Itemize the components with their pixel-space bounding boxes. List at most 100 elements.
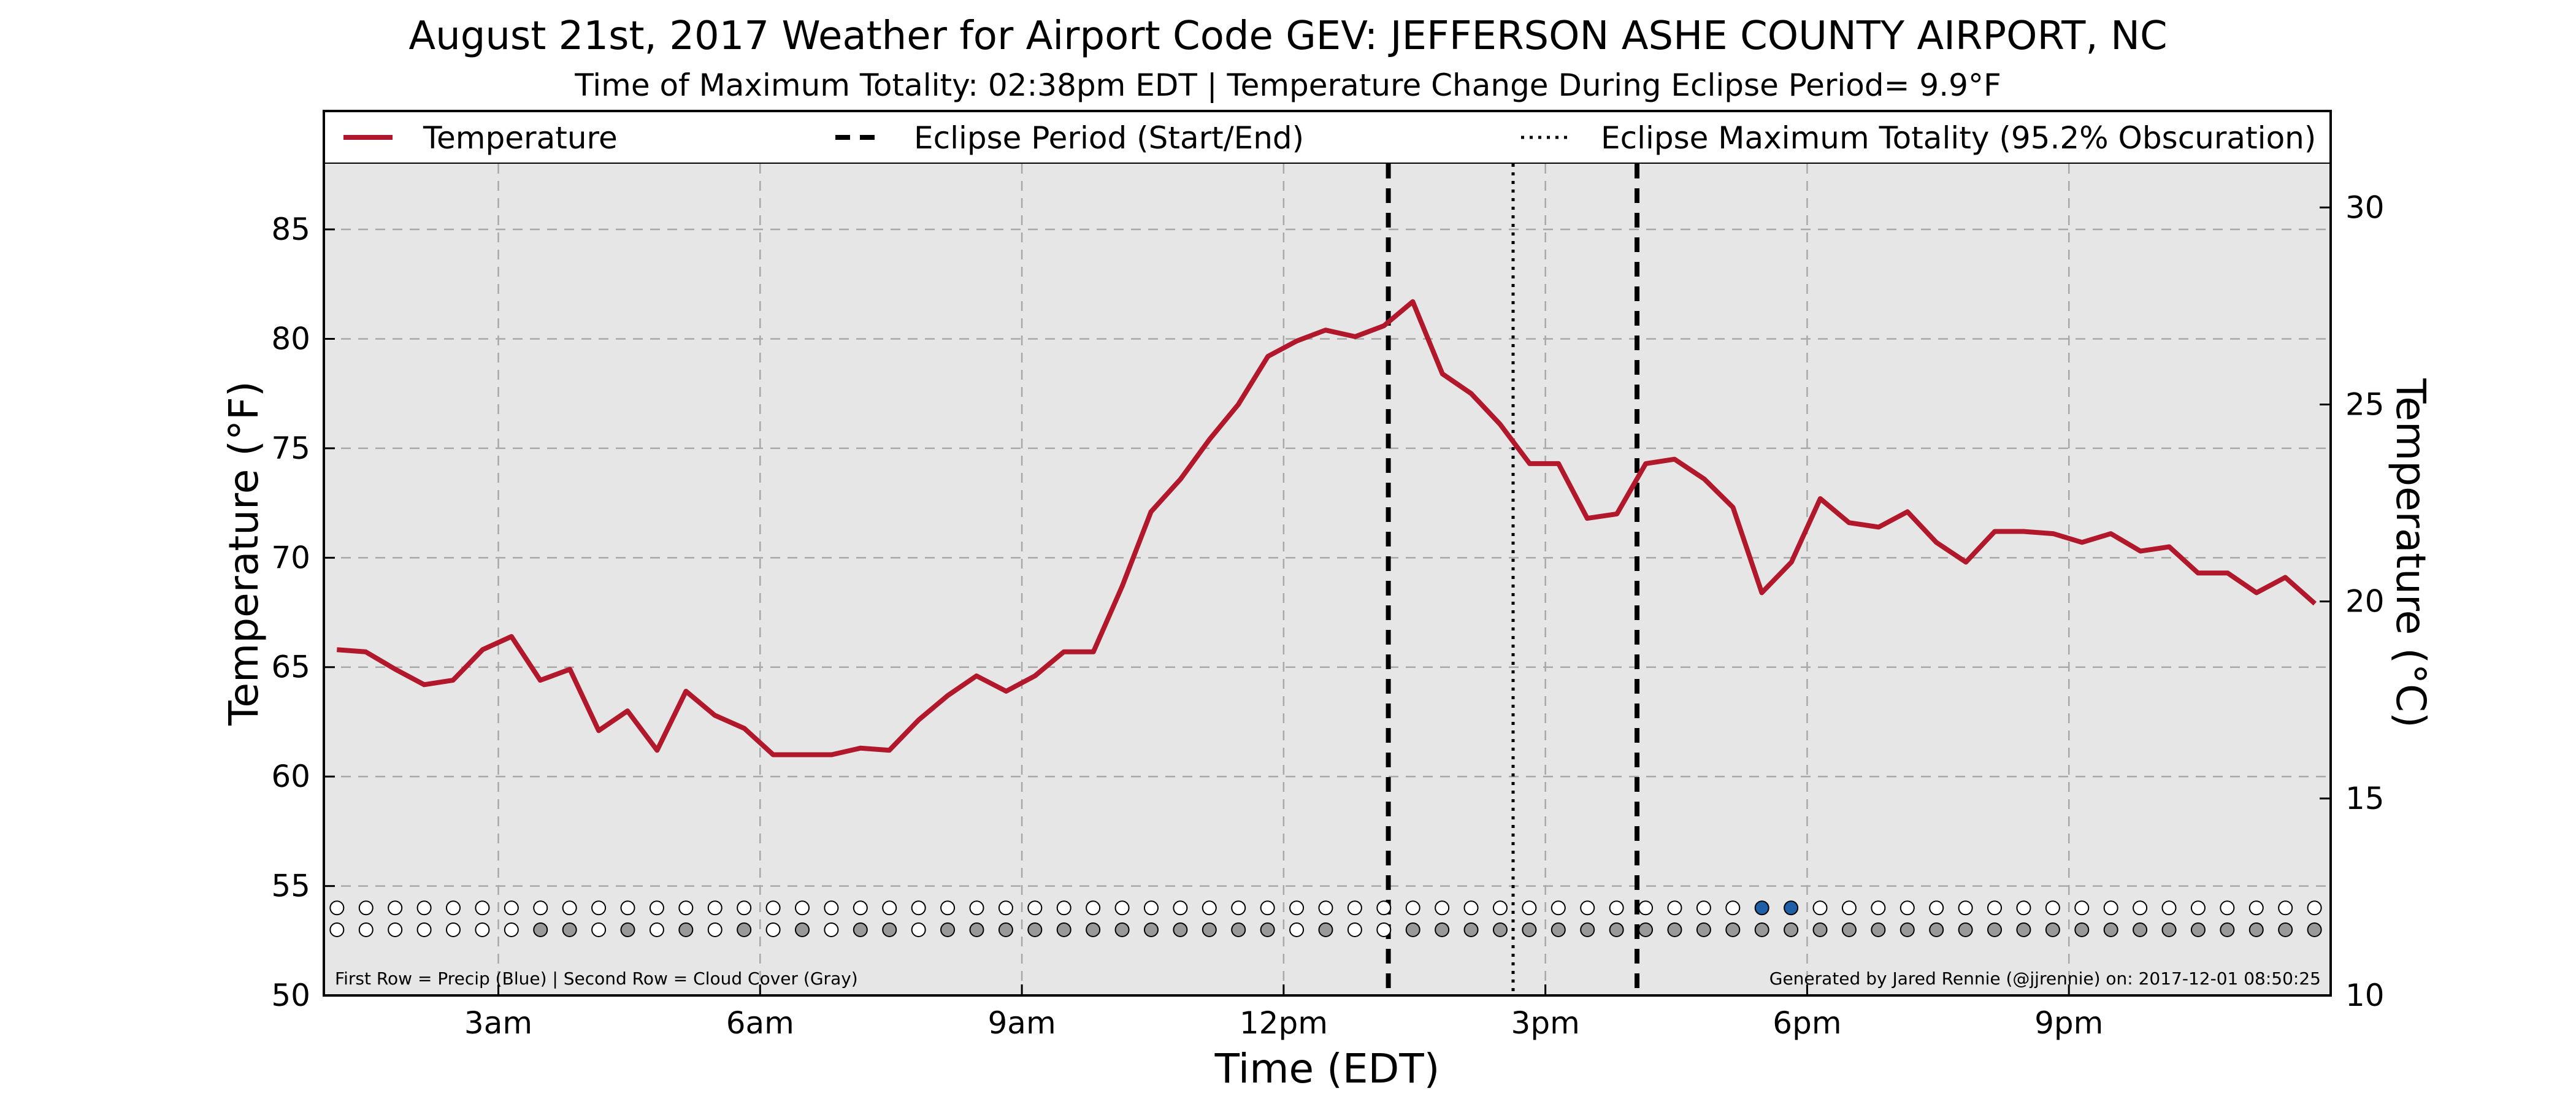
cloud-dot-filled: [998, 922, 1013, 937]
precip-dot-empty: [1551, 900, 1566, 916]
cloud-dot-filled: [1260, 922, 1275, 937]
precip-dot-empty: [765, 900, 781, 916]
x-axis-label: Time (EDT): [1214, 1045, 1440, 1092]
precip-dot-empty: [1638, 900, 1654, 916]
y-right-tick-label: 15: [2345, 781, 2385, 816]
precip-dot-empty: [416, 900, 432, 916]
temperature-line: [336, 299, 2317, 757]
precip-dot-empty: [1871, 900, 1886, 916]
cloud-dot-empty: [329, 922, 345, 937]
cloud-dot-filled: [2190, 922, 2206, 937]
precip-dot-empty: [1027, 900, 1043, 916]
cloud-dot-filled: [1667, 922, 1682, 937]
cloud-dot-empty: [591, 922, 607, 937]
cloud-dot-empty: [358, 922, 374, 937]
cloud-dot-filled: [1435, 922, 1450, 937]
precip-dot-empty: [329, 900, 345, 916]
cloud-dot-filled: [2045, 922, 2060, 937]
precip-dot-empty: [737, 900, 752, 916]
cloud-dot-filled: [2103, 922, 2118, 937]
cloud-dot-filled: [1551, 922, 1566, 937]
cloud-dot-filled: [1143, 922, 1159, 937]
precip-dot-empty: [2103, 900, 2118, 916]
precip-dot-empty: [940, 900, 956, 916]
cloud-dot-filled: [620, 922, 635, 937]
cloud-dot-filled: [1987, 922, 2003, 937]
precip-dot-empty: [533, 900, 548, 916]
precip-dot-empty: [1463, 900, 1479, 916]
precip-dot-empty: [1929, 900, 1944, 916]
y-tick-label: 85: [271, 212, 310, 247]
precip-dot-empty: [2074, 900, 2090, 916]
precip-dot-empty: [2278, 900, 2293, 916]
y-tick-label: 60: [271, 759, 310, 794]
legend: Temperature Eclipse Period (Start/End) E…: [323, 110, 2332, 165]
cloud-dot-empty: [388, 922, 403, 937]
precip-dot-empty: [1173, 900, 1188, 916]
cloud-dot-filled: [1696, 922, 1711, 937]
precip-dot-empty: [1667, 900, 1682, 916]
precip-dot-filled: [1754, 900, 1769, 916]
cloud-dot-filled: [1899, 922, 1915, 937]
cloud-dot-filled: [1492, 922, 1508, 937]
cloud-dot-filled: [1463, 922, 1479, 937]
eclipse-lines: [1386, 164, 1640, 995]
cloud-dot-filled: [2016, 922, 2031, 937]
y-right-tick-label: 20: [2345, 584, 2385, 619]
precip-dot-empty: [1725, 900, 1741, 916]
precip-dot-empty: [707, 900, 723, 916]
cloud-dot-filled: [1027, 922, 1043, 937]
precip-dot-empty: [504, 900, 519, 916]
cloud-dot-filled: [562, 922, 577, 937]
cloud-dot-filled: [2307, 922, 2322, 937]
precip-dot-empty: [911, 900, 926, 916]
precip-dot-empty: [591, 900, 607, 916]
precip-dot-empty: [824, 900, 839, 916]
precip-dot-empty: [1318, 900, 1333, 916]
precip-dot-empty: [794, 900, 810, 916]
precip-dot-empty: [1405, 900, 1420, 916]
cloud-dot-empty: [1289, 922, 1305, 937]
precip-dot-empty: [1580, 900, 1595, 916]
annotation-right: Generated by Jared Rennie (@jjrennie) on…: [1769, 968, 2321, 989]
cloud-dot-filled: [1958, 922, 1973, 937]
precip-dot-empty: [388, 900, 403, 916]
plot-area: [324, 164, 2331, 995]
precip-dot-empty: [1899, 900, 1915, 916]
cloud-dot-filled: [1114, 922, 1130, 937]
cloud-dot-filled: [2220, 922, 2235, 937]
cloud-dot-filled: [1754, 922, 1769, 937]
cloud-dot-filled: [794, 922, 810, 937]
cloud-dot-filled: [1318, 922, 1333, 937]
cloud-dot-empty: [475, 922, 490, 937]
y-tick-label: 70: [271, 540, 310, 575]
x-tick-label: 9am: [988, 1005, 1056, 1041]
precip-dot-empty: [2045, 900, 2060, 916]
precip-dot-empty: [649, 900, 664, 916]
cloud-dot-filled: [2278, 922, 2293, 937]
cloud-dot-filled: [1638, 922, 1654, 937]
cloud-dot-filled: [1086, 922, 1101, 937]
x-tick-label: 12pm: [1240, 1005, 1328, 1041]
legend-eclipse-period-label: Eclipse Period (Start/End): [914, 120, 1304, 156]
precip-dot-empty: [2016, 900, 2031, 916]
precip-dot-empty: [678, 900, 694, 916]
precip-dot-empty: [1347, 900, 1362, 916]
cloud-dot-filled: [737, 922, 752, 937]
y-tick-label: 65: [271, 650, 310, 685]
legend-eclipse-max-label: Eclipse Maximum Totality (95.2% Obscurat…: [1601, 120, 2316, 156]
y-tick-label: 80: [271, 321, 310, 356]
precip-dot-empty: [2133, 900, 2148, 916]
cloud-dot-filled: [940, 922, 956, 937]
cloud-dot-empty: [824, 922, 839, 937]
precip-dot-empty: [853, 900, 868, 916]
precip-dot-empty: [1492, 900, 1508, 916]
y-tick-label: 55: [271, 868, 310, 904]
precip-dot-empty: [620, 900, 635, 916]
precip-dot-empty: [1086, 900, 1101, 916]
precip-dot-empty: [1696, 900, 1711, 916]
precip-dot-empty: [1231, 900, 1246, 916]
precip-dot-empty: [358, 900, 374, 916]
y-right-tick-label: 30: [2345, 190, 2385, 225]
